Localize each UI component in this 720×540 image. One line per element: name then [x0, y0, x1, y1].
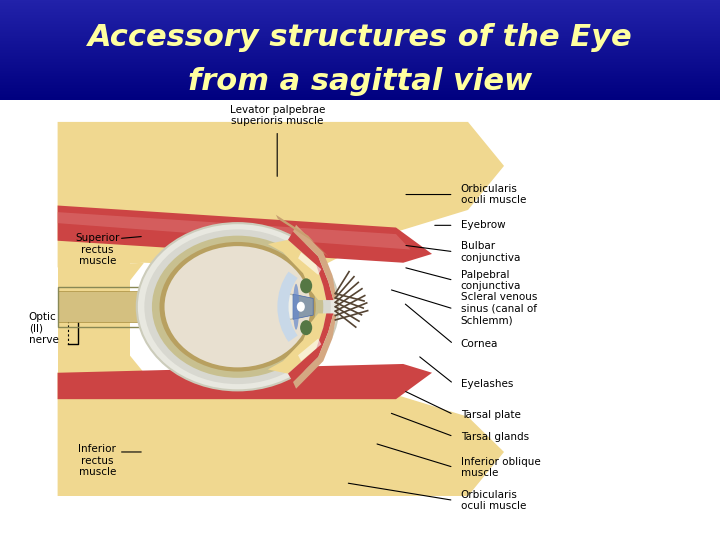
Polygon shape: [298, 339, 321, 361]
Polygon shape: [268, 313, 326, 374]
Ellipse shape: [293, 284, 299, 330]
Polygon shape: [58, 206, 432, 263]
Polygon shape: [217, 247, 300, 261]
Text: Levator palpebrae
superioris muscle: Levator palpebrae superioris muscle: [230, 105, 325, 126]
Text: Cornea: Cornea: [461, 339, 498, 349]
Text: Tarsal glands: Tarsal glands: [461, 431, 529, 442]
Polygon shape: [58, 263, 144, 373]
Ellipse shape: [297, 302, 305, 312]
Text: Eyelashes: Eyelashes: [461, 379, 513, 389]
Polygon shape: [288, 313, 333, 382]
Text: Superior
rectus
muscle: Superior rectus muscle: [75, 233, 120, 266]
Polygon shape: [58, 292, 216, 322]
Polygon shape: [288, 232, 333, 300]
Ellipse shape: [300, 278, 312, 293]
Polygon shape: [268, 240, 326, 300]
Text: Bulbar
conjunctiva: Bulbar conjunctiva: [461, 241, 521, 262]
Text: Accessory structures of the Eye: Accessory structures of the Eye: [88, 23, 632, 52]
Polygon shape: [58, 122, 130, 496]
Polygon shape: [58, 364, 432, 399]
Text: Optic
(II)
nerve: Optic (II) nerve: [29, 312, 58, 346]
Ellipse shape: [137, 223, 338, 390]
Polygon shape: [58, 364, 504, 496]
Ellipse shape: [300, 320, 312, 335]
Polygon shape: [293, 294, 313, 319]
Polygon shape: [293, 313, 336, 389]
Text: Inferior oblique
muscle: Inferior oblique muscle: [461, 457, 541, 478]
Text: Eyebrow: Eyebrow: [461, 220, 505, 231]
Polygon shape: [58, 122, 504, 276]
Ellipse shape: [281, 294, 299, 319]
Polygon shape: [293, 225, 336, 300]
Polygon shape: [298, 252, 321, 275]
Text: Orbicularis
oculi muscle: Orbicularis oculi muscle: [461, 490, 526, 511]
Polygon shape: [58, 212, 410, 249]
Ellipse shape: [145, 230, 331, 384]
Text: Scleral venous
sinus (canal of
Schlemm): Scleral venous sinus (canal of Schlemm): [461, 292, 537, 326]
Ellipse shape: [160, 242, 316, 372]
Ellipse shape: [165, 246, 311, 367]
Ellipse shape: [152, 235, 323, 378]
Text: Orbicularis
oculi muscle: Orbicularis oculi muscle: [461, 184, 526, 205]
Text: from a sagittal view: from a sagittal view: [188, 68, 532, 97]
Text: Inferior
rectus
muscle: Inferior rectus muscle: [78, 444, 116, 477]
Polygon shape: [276, 215, 328, 256]
Text: Tarsal plate: Tarsal plate: [461, 409, 521, 420]
Text: Palpebral
conjunctiva: Palpebral conjunctiva: [461, 269, 521, 291]
